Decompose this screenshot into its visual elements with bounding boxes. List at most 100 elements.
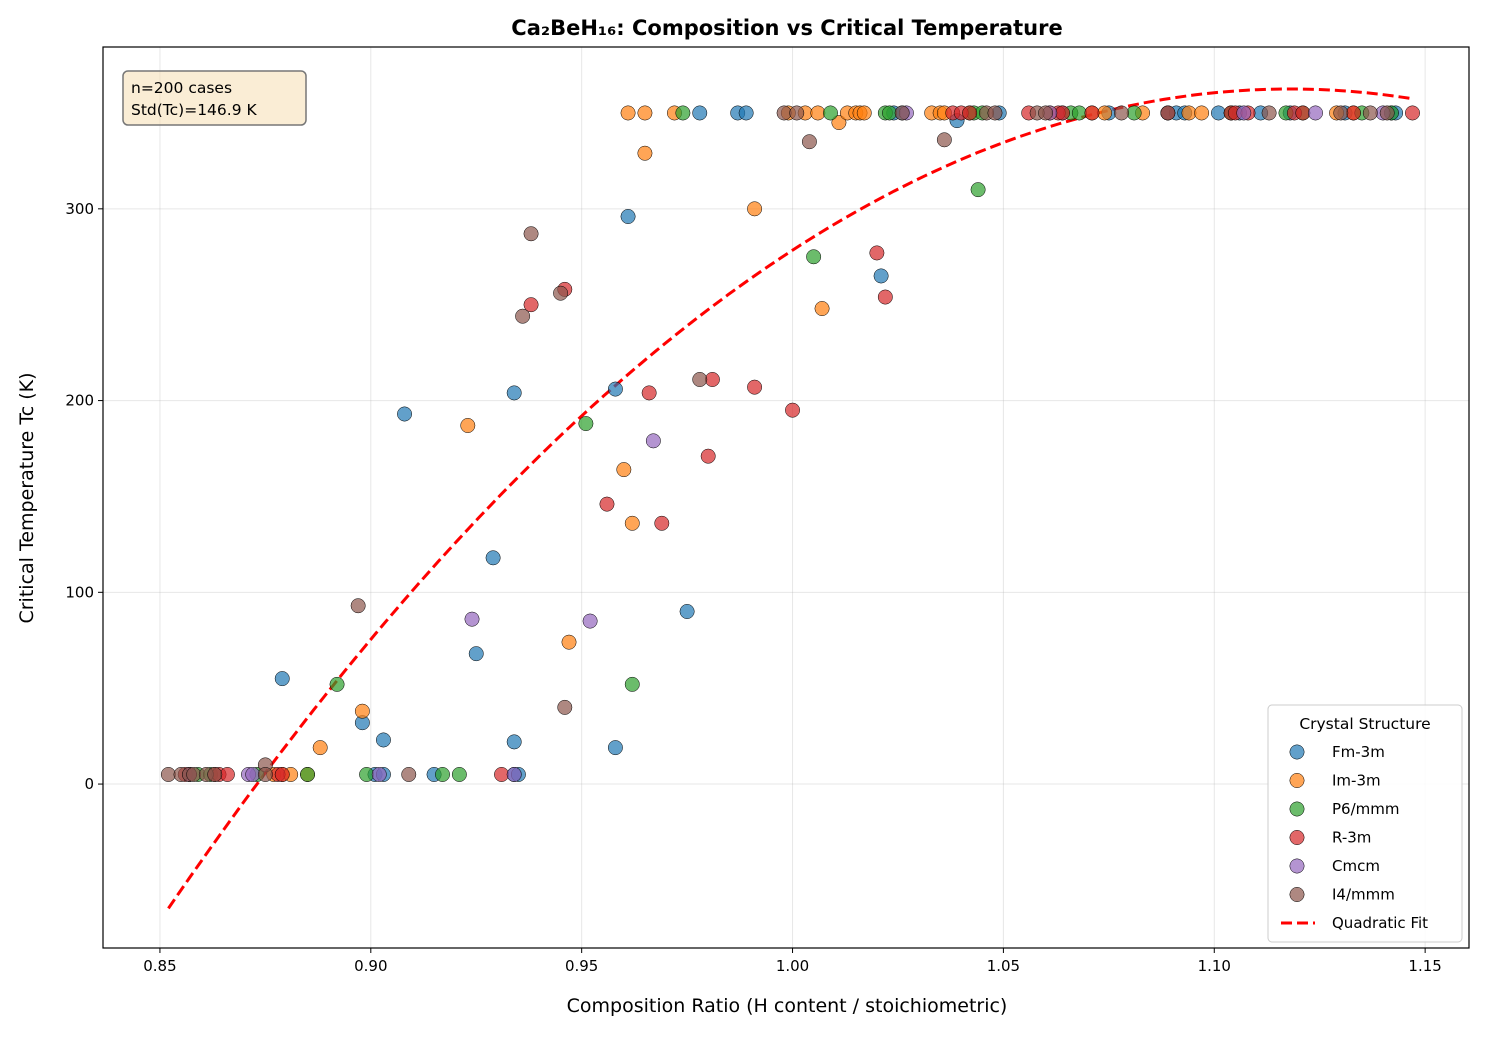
legend-label: P6/mmm: [1332, 800, 1399, 818]
y-axis-label: Critical Temperature Tc (K): [16, 372, 38, 623]
point-i4-mmm: [801, 134, 817, 150]
point-fm-3m: [485, 550, 501, 566]
point-cmcm: [371, 767, 387, 782]
point-im-3m: [460, 418, 476, 433]
point-r-3m: [654, 515, 670, 531]
point-im-3m: [620, 105, 636, 121]
point-p6-mmm: [435, 767, 450, 782]
point-r-3m: [1345, 105, 1361, 121]
point-cmcm: [245, 767, 261, 782]
point-i4-mmm: [1160, 105, 1176, 121]
x-tick-label: 1.15: [1408, 957, 1441, 975]
x-tick-label: 0.90: [354, 957, 387, 975]
point-p6-mmm: [578, 416, 594, 432]
annotation-line-2: Std(Tc)=146.9 K: [131, 101, 257, 119]
point-i4-mmm: [1261, 105, 1277, 121]
chart-title: Ca₂BeH₁₆: Composition vs Critical Temper…: [511, 16, 1062, 40]
point-p6-mmm: [1126, 105, 1142, 121]
legend-title: Crystal Structure: [1299, 715, 1430, 733]
point-p6-mmm: [1071, 105, 1087, 121]
point-p6-mmm: [823, 105, 838, 121]
point-fm-3m: [1211, 105, 1226, 121]
point-p6-mmm: [451, 767, 467, 782]
legend-marker-r-3m: [1289, 830, 1305, 845]
point-fm-3m: [873, 268, 889, 284]
point-cmcm: [1236, 105, 1252, 121]
point-r-3m: [523, 297, 539, 313]
point-fm-3m: [620, 209, 636, 224]
point-im-3m: [747, 201, 763, 217]
point-im-3m: [624, 515, 640, 531]
point-p6-mmm: [359, 767, 375, 782]
point-fm-3m: [607, 381, 623, 397]
legend-marker-p6-mmm: [1289, 801, 1305, 817]
point-p6-mmm: [806, 249, 822, 265]
point-fm-3m: [506, 385, 522, 401]
point-r-3m: [641, 385, 657, 401]
legend-marker-cmcm: [1289, 858, 1305, 874]
point-im-3m: [637, 145, 653, 161]
point-i4-mmm: [186, 767, 202, 782]
point-p6-mmm: [675, 105, 691, 121]
legend-marker-im-3m: [1289, 773, 1305, 788]
legend-label: Cmcm: [1332, 857, 1380, 875]
point-r-3m: [274, 767, 290, 782]
point-im-3m: [814, 301, 830, 316]
point-fm-3m: [738, 105, 754, 121]
point-i4-mmm: [553, 285, 569, 301]
point-i4-mmm: [1038, 105, 1054, 121]
point-r-3m: [869, 245, 885, 261]
point-i4-mmm: [557, 699, 573, 715]
point-i4-mmm: [350, 598, 366, 614]
point-i4-mmm: [257, 767, 273, 782]
point-r-3m: [494, 767, 509, 782]
point-i4-mmm: [776, 105, 792, 121]
point-i4-mmm: [207, 767, 223, 782]
legend: Crystal Structure Fm-3m Im-3m P6/mmm R-3m Cm…: [1267, 704, 1463, 943]
point-fm-3m: [679, 604, 695, 619]
point-i4-mmm: [1362, 105, 1378, 121]
y-tick-label: 100: [65, 583, 94, 601]
point-fm-3m: [506, 734, 522, 750]
point-i4-mmm: [523, 226, 539, 242]
point-r-3m: [1084, 105, 1100, 121]
point-im-3m: [312, 740, 328, 756]
x-tick-label: 1.00: [776, 957, 809, 975]
y-tick-label: 200: [65, 392, 94, 410]
point-im-3m: [561, 634, 577, 650]
point-fm-3m: [397, 406, 412, 422]
point-i4-mmm: [987, 105, 1003, 121]
point-im-3m: [831, 115, 847, 130]
point-fm-3m: [607, 740, 623, 756]
point-i4-mmm: [1333, 105, 1349, 121]
point-r-3m: [877, 289, 893, 305]
point-r-3m: [704, 372, 720, 387]
point-im-3m: [856, 105, 872, 121]
point-r-3m: [962, 105, 978, 121]
point-i4-mmm: [1114, 105, 1129, 121]
point-im-3m: [1097, 105, 1113, 121]
point-r-3m: [747, 379, 763, 395]
point-i4-mmm: [1379, 105, 1395, 121]
point-im-3m: [616, 462, 632, 478]
x-tick-label: 1.05: [987, 957, 1020, 975]
legend-label: Im-3m: [1332, 772, 1381, 790]
point-r-3m: [1054, 105, 1070, 121]
point-im-3m: [810, 105, 826, 121]
x-tick-label: 1.10: [1198, 957, 1231, 975]
legend-label: Quadratic Fit: [1332, 914, 1428, 932]
y-tick-label: 300: [65, 200, 94, 218]
point-i4-mmm: [160, 767, 176, 782]
point-im-3m: [637, 105, 653, 121]
point-r-3m: [1295, 105, 1311, 121]
point-i4-mmm: [692, 372, 708, 387]
quadratic-fit-line: [167, 87, 1413, 910]
legend-label: R-3m: [1332, 829, 1371, 847]
point-r-3m: [700, 448, 716, 464]
point-i4-mmm: [789, 105, 805, 121]
point-p6-mmm: [970, 182, 986, 198]
point-r-3m: [1405, 105, 1420, 121]
point-p6-mmm: [329, 676, 345, 692]
